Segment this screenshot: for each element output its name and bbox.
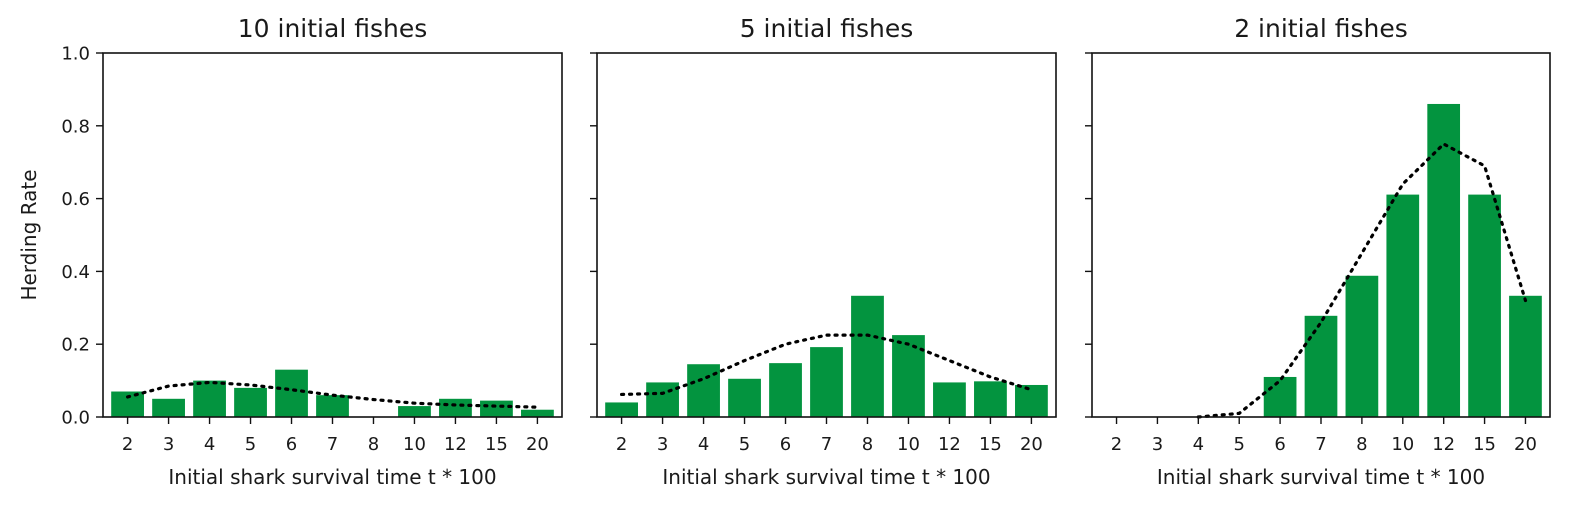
bar (1015, 384, 1048, 417)
panel-title: 2 initial fishes (1234, 14, 1408, 43)
x-tick-label: 20 (526, 434, 549, 455)
x-tick-label: 5 (739, 434, 750, 455)
x-axis-label: Initial shark survival time t * 100 (168, 465, 496, 489)
bar (646, 382, 679, 417)
bar (974, 381, 1007, 417)
bar (1263, 376, 1297, 417)
panel-title: 5 initial fishes (740, 14, 914, 43)
x-tick-label: 7 (327, 434, 338, 455)
x-tick-label: 3 (163, 434, 174, 455)
bar (480, 400, 513, 417)
x-tick-label: 15 (1473, 434, 1496, 455)
bar (1468, 194, 1501, 417)
panel-3: 2 3 4 5 6 7 8 10 12 15 20 2 initial fishes Initial s… (1085, 14, 1551, 489)
trend-line (1196, 142, 1528, 419)
panel-1: 0.0 0.2 0.4 0.6 0.8 1.0 2 3 4 5 6 7 8 10 12 15 20 10 init… (61, 14, 563, 489)
x-tick-label: 2 (1111, 434, 1122, 455)
x-tick-label: 10 (897, 434, 920, 455)
y-tick-label: 0.6 (61, 189, 90, 210)
x-tick-label: 10 (403, 434, 426, 455)
bar (933, 382, 966, 417)
x-tick-label: 12 (1432, 434, 1455, 455)
x-axis-label: Initial shark survival time t * 100 (662, 465, 990, 489)
bar (1427, 103, 1461, 418)
y-tick-label: 0.2 (61, 335, 90, 356)
x-tick-label: 2 (122, 434, 133, 455)
bar (1386, 194, 1420, 417)
x-tick-label: 8 (862, 434, 873, 455)
x-tick-label: 8 (368, 434, 379, 455)
bar (605, 402, 638, 417)
bar (275, 369, 308, 417)
bar (769, 363, 802, 417)
bar (152, 398, 185, 417)
x-tick-label: 3 (1152, 434, 1163, 455)
y-tick-label: 1.0 (61, 44, 90, 65)
panel-2: 2 3 4 5 6 7 8 10 12 15 20 5 initial fishes Initial s… (590, 14, 1057, 489)
panel-title: 10 initial fishes (238, 14, 427, 43)
bar (398, 406, 431, 417)
x-tick-label: 6 (780, 434, 791, 455)
x-tick-label: 2 (616, 434, 627, 455)
bar (1304, 315, 1338, 417)
x-tick-label: 6 (1274, 434, 1285, 455)
bar (1509, 295, 1542, 417)
x-tick-label: 20 (1514, 434, 1537, 455)
x-tick-label: 7 (1315, 434, 1326, 455)
x-tick-label: 4 (1193, 434, 1204, 455)
trend-line (619, 333, 1034, 397)
x-tick-label: 20 (1020, 434, 1043, 455)
y-axis-label: Herding Rate (17, 169, 41, 300)
x-tick-label: 5 (245, 434, 256, 455)
bar (810, 347, 843, 417)
y-tick-label: 0.0 (61, 408, 90, 429)
x-tick-label: 7 (821, 434, 832, 455)
plot-frame (102, 52, 563, 418)
y-tick-label: 0.4 (61, 262, 90, 283)
x-tick-label: 6 (286, 434, 297, 455)
bar (234, 387, 267, 417)
trend-line (125, 380, 540, 409)
bar (316, 395, 349, 417)
bar (1345, 275, 1379, 417)
x-tick-label: 3 (657, 434, 668, 455)
bar (521, 409, 554, 417)
x-tick-label: 8 (1356, 434, 1367, 455)
x-tick-label: 15 (979, 434, 1002, 455)
bar (851, 295, 884, 417)
x-tick-label: 12 (444, 434, 467, 455)
x-tick-label: 12 (938, 434, 961, 455)
bar (193, 380, 226, 417)
bar (728, 378, 761, 417)
x-tick-label: 15 (485, 434, 508, 455)
x-tick-label: 4 (204, 434, 215, 455)
x-tick-label: 5 (1233, 434, 1244, 455)
x-axis-label: Initial shark survival time t * 100 (1157, 465, 1485, 489)
bar (892, 335, 925, 417)
bar (439, 398, 472, 417)
x-tick-label: 4 (698, 434, 709, 455)
x-tick-label: 10 (1391, 434, 1414, 455)
y-tick-label: 0.8 (61, 116, 90, 137)
